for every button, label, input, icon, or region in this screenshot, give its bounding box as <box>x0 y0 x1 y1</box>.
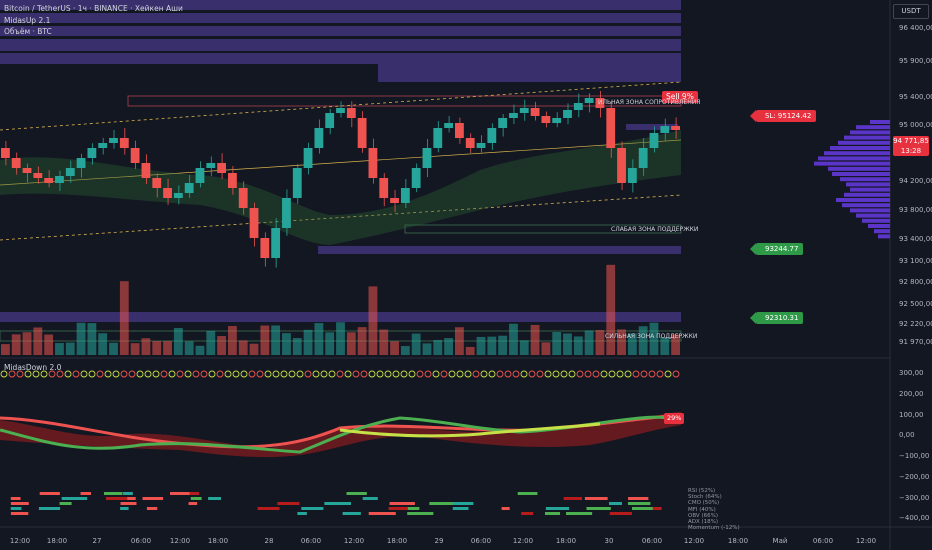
time-tick: 30 <box>605 537 614 545</box>
time-tick: 12:00 <box>684 537 704 545</box>
oscillator-plot <box>0 412 682 458</box>
time-tick: 18:00 <box>47 537 67 545</box>
supply-zones <box>0 0 681 322</box>
osc-tick: 100,00 <box>899 411 924 419</box>
time-tick: 06:00 <box>131 537 151 545</box>
indicator-heatmap <box>10 492 662 515</box>
oscillator-legend: RSI (52%) Stoch (64%) CMO (50%) MFI (40%) OB… <box>688 488 740 531</box>
price-tick: 92 500,00 <box>899 300 932 308</box>
heikin-ashi-candles <box>1 91 680 268</box>
osc-tick: 200,00 <box>899 390 924 398</box>
time-tick: 12:00 <box>513 537 533 545</box>
price-tick: 95 900,00 <box>899 57 932 65</box>
volume-bars <box>1 264 680 355</box>
symbol-line[interactable]: Bitcoin / TetherUS · 1ч · BINANCE · Хейк… <box>4 4 183 13</box>
indicator-midasup[interactable]: MidasUp 2.1 <box>4 16 51 25</box>
entry-tag[interactable]: 93244.77 <box>749 243 804 255</box>
osc-legend-item: Momentum (-12%) <box>688 525 740 532</box>
stop-loss-tag[interactable]: SL: 95124.42 <box>749 110 817 122</box>
time-tick: 18:00 <box>208 537 228 545</box>
osc-tick: −200,00 <box>899 473 929 481</box>
time-tick: 06:00 <box>301 537 321 545</box>
time-tick: 18:00 <box>556 537 576 545</box>
time-tick: 29 <box>435 537 444 545</box>
time-axis: 12:00 18:00 27 06:00 12:00 18:00 28 06:00 12:00 1… <box>10 537 876 545</box>
osc-legend-item: Stoch (64%) <box>688 494 722 501</box>
osc-tick: −400,00 <box>899 514 929 522</box>
time-tick: 06:00 <box>813 537 833 545</box>
time-tick: Май <box>773 537 788 545</box>
trend-ribbon <box>0 130 681 245</box>
oscillator-badge: 29% <box>664 413 685 424</box>
oscillator-axis: 300,00 200,00 100,00 0,00 −100,00 −200,00 −300… <box>899 369 929 522</box>
current-price: 94 771,85 <box>893 137 929 145</box>
time-tick: 18:00 <box>728 537 748 545</box>
strong-support-label: СИЛЬНАЯ ЗОНА ПОДДЕРЖКИ <box>605 333 698 340</box>
time-tick: 12:00 <box>170 537 190 545</box>
osc-legend-item: ADX (18%) <box>688 519 719 526</box>
sell-signal-label: Sell 9% <box>662 91 698 103</box>
current-price-tag[interactable]: 94 771,85 13:28 <box>893 136 929 156</box>
osc-tick: −100,00 <box>899 452 929 460</box>
price-tick: 95 000,00 <box>899 121 932 129</box>
time-tick: 28 <box>265 537 274 545</box>
time-tick: 12:00 <box>10 537 30 545</box>
price-tick: 92 220,00 <box>899 320 932 328</box>
price-tick: 92 800,00 <box>899 278 932 286</box>
price-tick: 93 800,00 <box>899 206 932 214</box>
time-tick: 18:00 <box>387 537 407 545</box>
time-tick: 12:00 <box>856 537 876 545</box>
osc-tick: −300,00 <box>899 494 929 502</box>
osc-legend-item: RSI (52%) <box>688 488 716 494</box>
price-axis: 96 400,00 95 900,00 95 400,00 95 000,00 94 2… <box>899 24 932 346</box>
indicator-midasdown[interactable]: MidasDown 2.0 <box>4 363 62 372</box>
price-tick: 91 970,00 <box>899 338 932 346</box>
indicator-volume[interactable]: Объём · BTC <box>4 27 52 36</box>
time-tick: 12:00 <box>344 537 364 545</box>
signal-row <box>0 370 680 378</box>
osc-legend-item: CMO (50%) <box>688 500 720 507</box>
volume-profile <box>814 120 890 239</box>
time-tick: 06:00 <box>642 537 662 545</box>
price-tick: 96 400,00 <box>899 24 932 32</box>
price-tick: 93 400,00 <box>899 235 932 243</box>
price-tick: 94 200,00 <box>899 177 932 185</box>
osc-legend-item: MFI (40%) <box>688 506 716 513</box>
weak-support-label: СЛАБАЯ ЗОНА ПОДДЕРЖКИ <box>611 226 699 233</box>
target-tag[interactable]: 92310.31 <box>749 312 804 324</box>
time-tick: 06:00 <box>471 537 491 545</box>
osc-legend-item: OBV (66%) <box>688 512 718 519</box>
strong-resistance-label: ИЛЬНАЯ ЗОНА СОПРОТИВЛЕНИЯ <box>598 99 701 106</box>
osc-tick: 300,00 <box>899 369 924 377</box>
price-tick: 95 400,00 <box>899 93 932 101</box>
currency-badge[interactable]: USDT <box>893 4 929 19</box>
time-tick: 27 <box>93 537 102 545</box>
osc-tick: 0,00 <box>899 431 915 439</box>
price-tick: 93 100,00 <box>899 257 932 265</box>
candle-countdown: 13:28 <box>900 147 922 155</box>
